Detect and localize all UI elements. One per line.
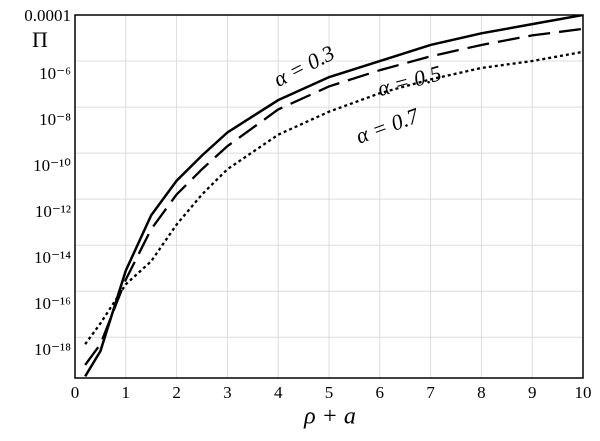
x-tick-label: 9 (528, 383, 537, 402)
x-tick-label: 3 (223, 383, 232, 402)
line-series (84, 50, 583, 345)
x-tick-label: 10 (575, 383, 592, 402)
y-tick-label: 10⁻¹⁶ (34, 294, 71, 313)
y-tick-label: 10⁻¹⁴ (34, 248, 71, 267)
x-tick-label: 6 (376, 383, 385, 402)
x-tick-label: 5 (325, 383, 334, 402)
x-tick-label: 4 (274, 383, 283, 402)
y-tick-label: 10⁻⁶ (39, 64, 71, 83)
y-tick-label: 10⁻¹⁸ (34, 340, 71, 359)
y-tick-label: 0.0001 (24, 6, 71, 25)
x-tick-label: 1 (122, 383, 131, 402)
x-axis-label: ρ + a (303, 404, 356, 430)
series-label: α = 0.7 (352, 103, 422, 149)
series-label: α = 0.5 (375, 60, 444, 101)
series-label: α = 0.3 (269, 40, 338, 92)
line-series (84, 27, 583, 366)
plot-frame (74, 14, 584, 379)
x-tick-label: 2 (172, 383, 181, 402)
x-tick-label: 8 (477, 383, 486, 402)
y-tick-label: 10⁻⁸ (39, 110, 71, 129)
x-tick-label: 0 (71, 383, 80, 402)
line-series (84, 15, 583, 378)
x-tick-label: 7 (426, 383, 435, 402)
y-axis-label: Π (32, 27, 48, 52)
y-tick-label: 10⁻¹² (35, 202, 71, 221)
y-tick-label: 10⁻¹⁰ (33, 156, 71, 175)
